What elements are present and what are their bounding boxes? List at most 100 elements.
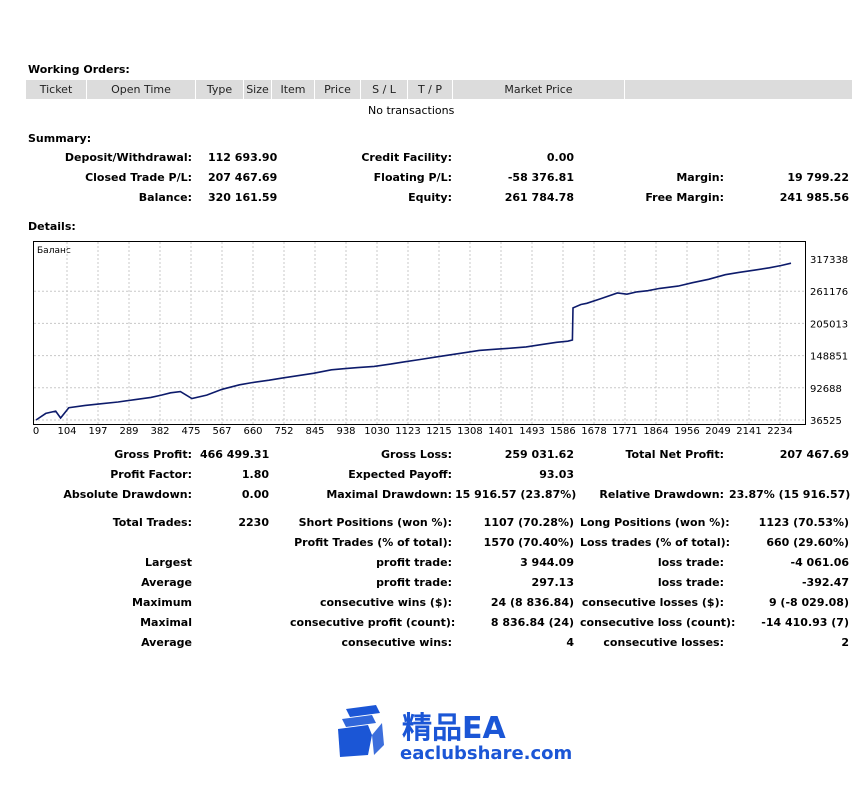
y-tick-label: 92688 [810, 384, 842, 395]
gross-loss-value: 259 031.62 [504, 448, 574, 461]
gross-profit-label: Gross Profit: [114, 448, 192, 461]
x-tick-label: 1215 [426, 426, 451, 437]
working-orders-header: Ticket Open Time Type Size Item Price S … [26, 80, 852, 99]
deposit-withdrawal-value: 112 693.90 [208, 151, 278, 164]
total-trades-value: 2230 [238, 516, 269, 529]
total-net-profit-value: 207 467.69 [779, 448, 849, 461]
balance-chart-svg: 0 104 197 289 382 475 567 660 752 845 938 1030 1123 1… [33, 242, 848, 437]
stat-row-prefix: Average [141, 576, 192, 589]
total-net-profit-label: Total Net Profit: [625, 448, 725, 461]
working-orders-title: Working Orders: [28, 63, 130, 76]
margin-value: 19 799.22 [787, 171, 849, 184]
profit-trades-label: Profit Trades (% of total): [294, 536, 452, 549]
x-tick-label: 289 [119, 426, 138, 437]
x-tick-label: 938 [336, 426, 355, 437]
watermark-brand: 精品EA [402, 711, 506, 746]
balance-line [35, 262, 792, 421]
stat-row-label2: consecutive losses: [603, 636, 724, 649]
x-tick-label: 752 [274, 426, 293, 437]
gross-profit-value: 466 499.31 [200, 448, 270, 461]
y-tick-label: 317338 [810, 255, 848, 266]
chart-series-label: Баланс [37, 246, 71, 256]
profit-factor-value: 1.80 [241, 468, 269, 481]
y-tick-label: 261176 [810, 287, 848, 298]
profit-trades-value: 1570 (70.40%) [483, 536, 574, 549]
x-tick-label: 382 [150, 426, 169, 437]
col-tp[interactable]: T / P [408, 80, 453, 99]
floating-pl-value: -58 376.81 [507, 171, 574, 184]
balance-value: 320 161.59 [208, 191, 278, 204]
stat-row-label1: consecutive profit (count): [290, 616, 456, 629]
profit-factor-label: Profit Factor: [110, 468, 192, 481]
watermark-url: eaclubshare.com [400, 743, 573, 764]
x-tick-label: 1308 [457, 426, 482, 437]
equity-value: 261 784.78 [504, 191, 574, 204]
x-tick-label: 1123 [395, 426, 420, 437]
col-open-time[interactable]: Open Time [87, 80, 196, 99]
absolute-drawdown-value: 0.00 [241, 488, 269, 501]
x-tick-label: 475 [181, 426, 200, 437]
stat-row-value1: 8 836.84 (24) [490, 616, 574, 629]
details-title: Details: [28, 220, 76, 233]
col-market-price[interactable]: Market Price [453, 80, 625, 99]
stat-row-value2: -14 410.93 (7) [761, 616, 849, 629]
stat-row-value2: -4 061.06 [790, 556, 850, 569]
x-tick-label: 1864 [643, 426, 668, 437]
col-size[interactable]: Size [244, 80, 272, 99]
col-price[interactable]: Price [315, 80, 361, 99]
stat-row-value2: 9 (-8 029.08) [768, 596, 849, 609]
x-tick-label: 1771 [612, 426, 637, 437]
balance-label: Balance: [138, 191, 192, 204]
stat-row-label1: consecutive wins ($): [319, 596, 452, 609]
x-tick-label: 1493 [519, 426, 544, 437]
stat-row-prefix: Largest [145, 556, 192, 569]
stat-row-value2: 2 [841, 636, 849, 649]
stat-row-label2: loss trade: [657, 576, 724, 589]
logo-books-icon [338, 705, 384, 757]
free-margin-label: Free Margin: [645, 191, 724, 204]
x-tick-label: 2141 [736, 426, 761, 437]
gross-loss-label: Gross Loss: [381, 448, 452, 461]
stat-row-label1: profit trade: [376, 576, 452, 589]
stat-row-prefix: Average [141, 636, 192, 649]
expected-payoff-label: Expected Payoff: [348, 468, 452, 481]
short-positions-label: Short Positions (won %): [298, 516, 452, 529]
stat-row-value1: 4 [566, 636, 574, 649]
stat-row-label1: consecutive wins: [341, 636, 452, 649]
stat-row-label1: profit trade: [376, 556, 452, 569]
stat-row-value1: 24 (8 836.84) [490, 596, 574, 609]
x-tick-label: 197 [88, 426, 107, 437]
short-positions-value: 1107 (70.28%) [483, 516, 574, 529]
x-tick-label: 104 [57, 426, 76, 437]
margin-label: Margin: [676, 171, 724, 184]
absolute-drawdown-label: Absolute Drawdown: [63, 488, 192, 501]
x-tick-label: 1678 [581, 426, 606, 437]
stat-row-value2: -392.47 [801, 576, 849, 589]
closed-trade-pl-label: Closed Trade P/L: [85, 171, 192, 184]
stat-row-value1: 3 944.09 [520, 556, 574, 569]
total-trades-label: Total Trades: [112, 516, 192, 529]
col-ticket[interactable]: Ticket [26, 80, 87, 99]
stat-row-label2: loss trade: [657, 556, 724, 569]
credit-facility-value: 0.00 [546, 151, 574, 164]
y-tick-label: 205013 [810, 319, 848, 330]
x-tick-label: 1030 [364, 426, 389, 437]
x-tick-label: 0 [33, 426, 39, 437]
col-item[interactable]: Item [272, 80, 315, 99]
x-tick-label: 1401 [488, 426, 513, 437]
long-positions-value: 1123 (70.53%) [758, 516, 849, 529]
x-tick-label: 660 [243, 426, 262, 437]
stat-row-label2: consecutive loss (count): [580, 616, 736, 629]
col-sl[interactable]: S / L [361, 80, 408, 99]
col-type[interactable]: Type [196, 80, 244, 99]
expected-payoff-value: 93.03 [539, 468, 574, 481]
relative-drawdown-label: Relative Drawdown: [599, 488, 724, 501]
x-tick-label: 2049 [705, 426, 730, 437]
stat-row-prefix: Maximum [132, 596, 192, 609]
loss-trades-value: 660 (29.60%) [766, 536, 849, 549]
maximal-drawdown-label: Maximal Drawdown: [326, 488, 452, 501]
y-tick-label: 148851 [810, 352, 848, 363]
x-tick-label: 567 [212, 426, 231, 437]
equity-label: Equity: [408, 191, 452, 204]
credit-facility-label: Credit Facility: [361, 151, 452, 164]
